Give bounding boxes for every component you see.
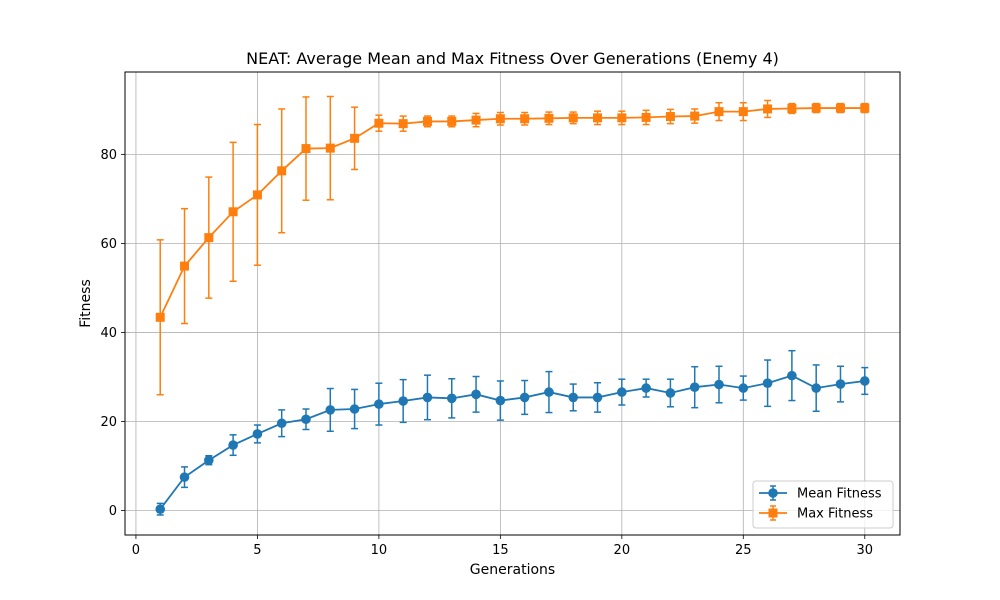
mean-fitness-point xyxy=(301,414,311,425)
max-fitness-point xyxy=(277,166,287,176)
mean-fitness-point xyxy=(228,440,238,450)
series-layer xyxy=(155,95,870,516)
mean-fitness-point xyxy=(349,404,360,414)
x-tick-label: 0 xyxy=(132,543,140,558)
max-fitness-point xyxy=(301,144,311,154)
mean-fitness-point xyxy=(495,395,506,406)
max-fitness-point xyxy=(593,113,603,123)
max-fitness-point xyxy=(422,116,432,126)
max-fitness-point xyxy=(617,113,627,123)
grid xyxy=(125,72,900,535)
mean-fitness-point xyxy=(568,392,579,403)
x-tick-label: 5 xyxy=(253,543,261,558)
plot-frame xyxy=(124,71,901,536)
legend: Mean Fitness Max Fitness xyxy=(752,480,894,529)
mean-fitness-point xyxy=(787,370,797,381)
x-axis-label: Generations xyxy=(470,562,555,578)
max-fitness-series xyxy=(155,95,870,396)
mean-fitness-point xyxy=(762,378,773,388)
mean-fitness-point xyxy=(859,376,870,386)
max-fitness-point xyxy=(690,111,700,121)
mean-fitness-point xyxy=(422,392,433,403)
max-fitness-point xyxy=(860,103,870,113)
mean-fitness-point xyxy=(471,389,481,400)
legend-label-mean-fitness: Mean Fitness xyxy=(797,487,882,502)
mean-fitness-point xyxy=(179,472,190,482)
y-tick-label: 20 xyxy=(100,415,117,430)
mean-fitness-point xyxy=(641,383,651,393)
mean-fitness-point xyxy=(738,383,749,393)
mean-fitness-series xyxy=(155,349,870,516)
mean-fitness-point xyxy=(374,399,384,409)
mean-fitness-point xyxy=(617,387,627,397)
max-fitness-point xyxy=(495,114,505,124)
y-tick-label: 80 xyxy=(100,148,117,163)
mean-fitness-point xyxy=(811,383,821,393)
legend-box xyxy=(752,480,894,529)
mean-fitness-point xyxy=(714,379,724,390)
y-tick-label: 0 xyxy=(109,504,117,519)
mean-fitness-point xyxy=(835,379,846,389)
mean-fitness-point xyxy=(155,504,166,514)
mean-fitness-point xyxy=(665,388,676,398)
legend-marker-mean-fitness xyxy=(768,488,778,498)
max-fitness-point xyxy=(544,113,554,123)
chart-title: NEAT: Average Mean and Max Fitness Over … xyxy=(246,49,779,68)
x-tick-label: 10 xyxy=(371,543,388,558)
legend-item-mean-fitness: Mean Fitness xyxy=(759,485,882,502)
max-fitness-point xyxy=(350,133,360,143)
max-fitness-point xyxy=(374,118,384,128)
mean-fitness-point xyxy=(204,455,214,466)
mean-fitness-point xyxy=(592,392,603,403)
max-fitness-point xyxy=(447,116,457,126)
max-fitness-point xyxy=(204,233,214,243)
legend-marker-max-fitness xyxy=(768,508,778,518)
max-fitness-point xyxy=(180,261,190,271)
mean-fitness-point xyxy=(689,382,700,392)
max-fitness-point xyxy=(641,112,651,122)
x-tick-label: 30 xyxy=(856,543,873,558)
mean-fitness-point xyxy=(544,387,554,397)
max-fitness-point xyxy=(811,103,821,113)
max-fitness-point xyxy=(325,143,335,153)
ticks: 0 5 10 15 20 25 30 0 20 40 60 80 xyxy=(100,148,873,558)
mean-fitness-point xyxy=(252,429,263,439)
y-axis-label: Fitness xyxy=(78,279,94,328)
max-fitness-point xyxy=(665,112,675,122)
mean-fitness-point xyxy=(398,396,408,406)
max-fitness-point xyxy=(568,113,578,123)
max-fitness-point xyxy=(835,103,845,113)
y-tick-label: 60 xyxy=(100,237,117,252)
max-fitness-point xyxy=(738,107,748,117)
max-fitness-point xyxy=(252,190,262,200)
max-fitness-point xyxy=(520,114,530,124)
max-fitness-point xyxy=(155,312,165,322)
max-fitness-point xyxy=(228,207,238,217)
x-tick-label: 20 xyxy=(614,543,631,558)
max-fitness-point xyxy=(714,107,724,117)
legend-item-max-fitness: Max Fitness xyxy=(759,505,873,522)
mean-fitness-point xyxy=(446,393,457,404)
max-fitness-point xyxy=(763,104,773,114)
y-tick-label: 40 xyxy=(100,326,117,341)
mean-fitness-point xyxy=(519,392,530,403)
max-fitness-point xyxy=(787,104,797,114)
max-fitness-point xyxy=(398,119,408,129)
mean-fitness-point xyxy=(276,418,287,429)
x-tick-label: 25 xyxy=(735,543,752,558)
x-tick-label: 15 xyxy=(492,543,509,558)
mean-fitness-point xyxy=(325,405,336,415)
max-fitness-point xyxy=(471,115,481,125)
legend-label-max-fitness: Max Fitness xyxy=(797,507,873,522)
